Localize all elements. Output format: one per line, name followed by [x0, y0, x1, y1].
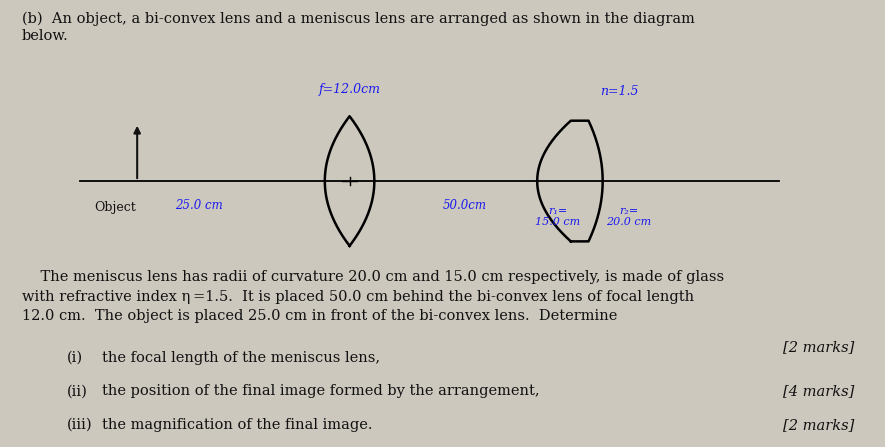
- Text: the focal length of the meniscus lens,: the focal length of the meniscus lens,: [102, 351, 380, 365]
- Text: (ii): (ii): [66, 384, 88, 398]
- Text: r₁=
15.0 cm: r₁= 15.0 cm: [535, 206, 580, 227]
- Text: (b)  An object, a bi-convex lens and a meniscus lens are arranged as shown in th: (b) An object, a bi-convex lens and a me…: [22, 11, 695, 25]
- Text: [2 marks]: [2 marks]: [782, 418, 854, 432]
- Text: (iii): (iii): [66, 418, 92, 432]
- Text: (i): (i): [66, 351, 82, 365]
- Text: the magnification of the final image.: the magnification of the final image.: [102, 418, 373, 432]
- Text: the position of the final image formed by the arrangement,: the position of the final image formed b…: [102, 384, 539, 398]
- Text: f=12.0cm: f=12.0cm: [319, 83, 381, 96]
- Text: [4 marks]: [4 marks]: [782, 384, 854, 398]
- Text: 50.0cm: 50.0cm: [442, 199, 487, 212]
- Text: [2 marks]: [2 marks]: [782, 340, 854, 354]
- Text: r₂=
20.0 cm: r₂= 20.0 cm: [606, 206, 650, 227]
- Text: Object: Object: [94, 201, 136, 214]
- Text: n=1.5: n=1.5: [600, 85, 639, 98]
- Text: 25.0 cm: 25.0 cm: [175, 199, 223, 212]
- Text: below.: below.: [22, 29, 69, 43]
- Text: The meniscus lens has radii of curvature 20.0 cm and 15.0 cm respectively, is ma: The meniscus lens has radii of curvature…: [22, 270, 724, 324]
